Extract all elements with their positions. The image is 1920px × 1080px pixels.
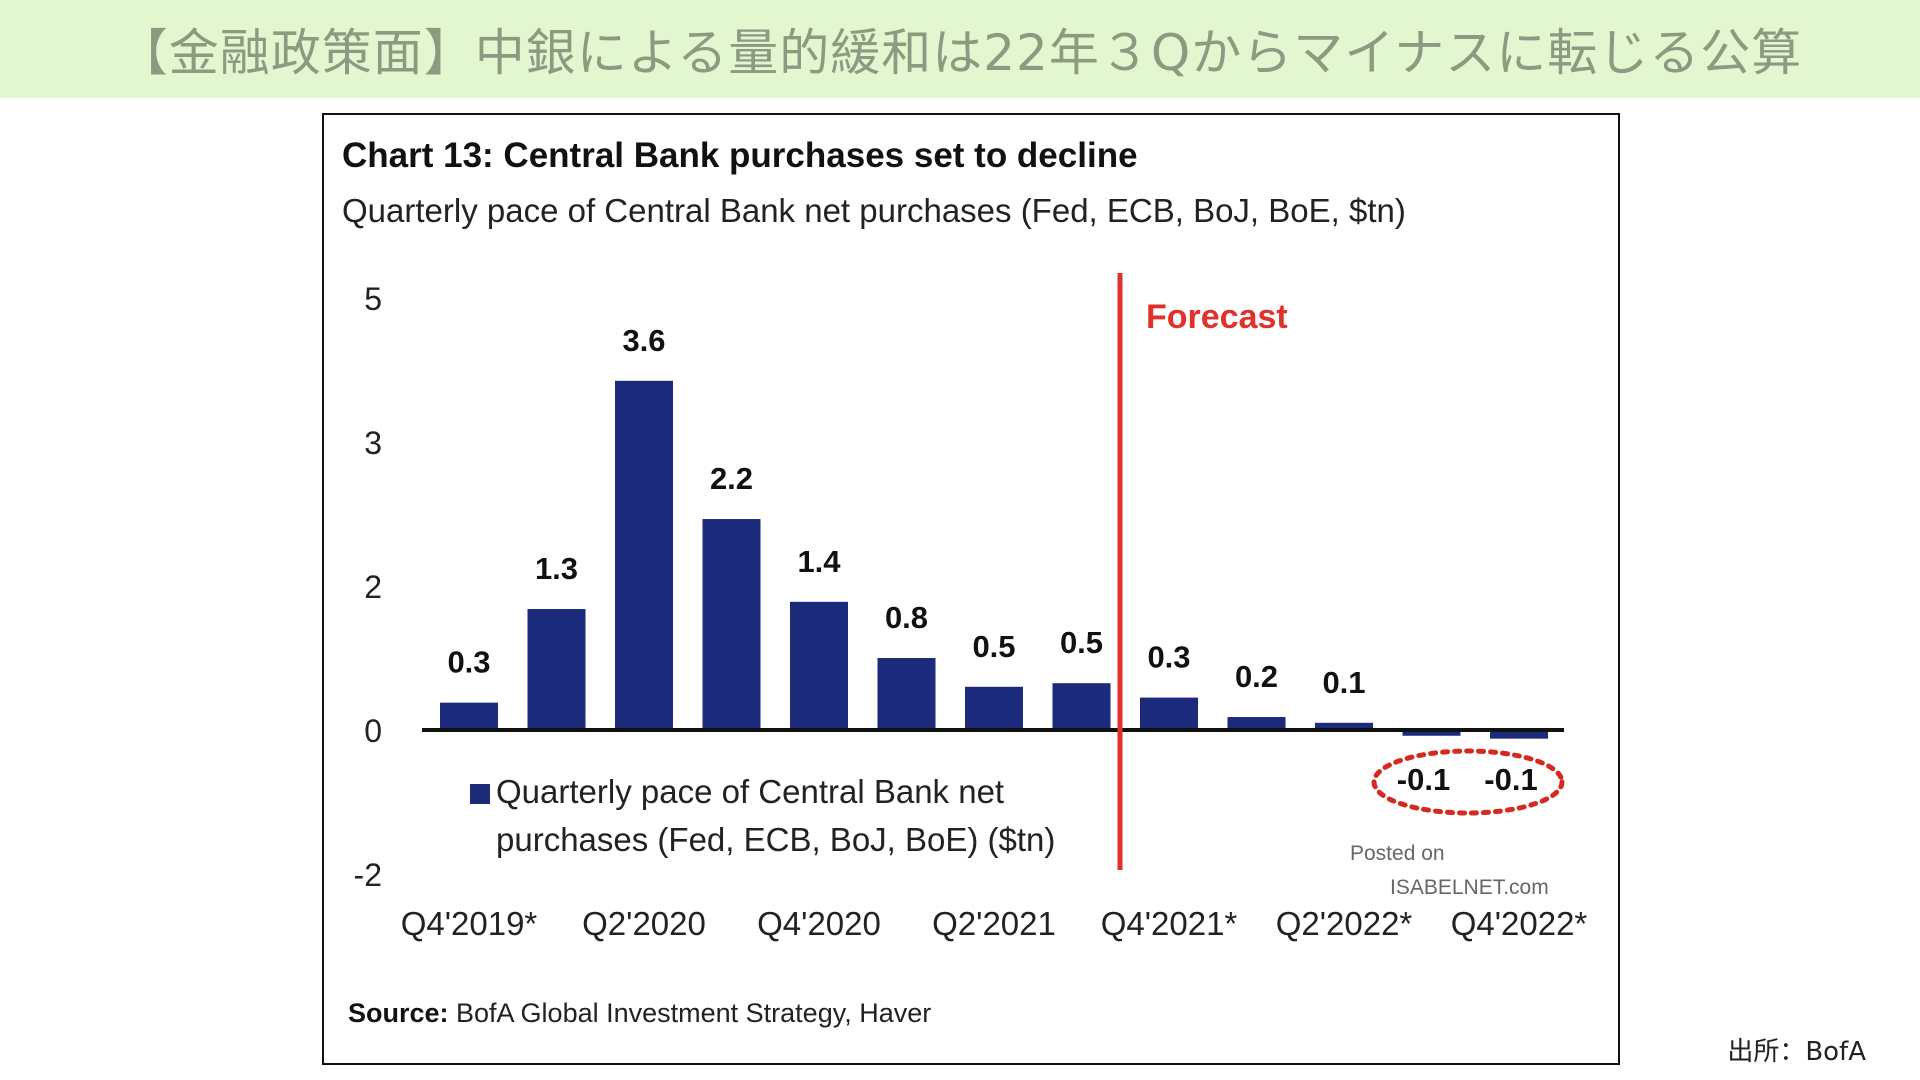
- highlight-ellipse: [1371, 748, 1565, 816]
- source-label: Source:: [348, 998, 449, 1028]
- bar: [877, 658, 936, 730]
- x-tick-label: Q2'2022*: [1276, 905, 1413, 942]
- chart-subtitle: Quarterly pace of Central Bank net purch…: [342, 192, 1406, 229]
- bar: [790, 601, 848, 730]
- y-tick-label: 5: [364, 281, 382, 317]
- legend-label: purchases (Fed, ECB, BoJ, BoE) ($tn): [496, 821, 1055, 858]
- bar: [702, 519, 761, 730]
- data-label: 0.5: [972, 629, 1015, 664]
- watermark-text: ISABELNET.com: [1390, 876, 1549, 899]
- bar: [1052, 683, 1111, 730]
- chart-title: Chart 13: Central Bank purchases set to …: [342, 136, 1138, 175]
- x-tick-label: Q4'2020: [757, 905, 881, 942]
- bar: [527, 609, 586, 730]
- credit-note: 出所：BofA: [1727, 1037, 1866, 1067]
- y-tick-label: 2: [364, 569, 382, 605]
- data-label: 0.2: [1235, 659, 1278, 694]
- forecast-label: Forecast: [1146, 298, 1288, 336]
- bar: [1227, 717, 1286, 730]
- legend-label: Quarterly pace of Central Bank net: [496, 773, 1004, 810]
- data-label: 0.8: [885, 600, 928, 635]
- x-tick-label: Q2'2021: [932, 905, 1056, 942]
- x-tick-label: Q2'2020: [582, 905, 706, 942]
- bar: [615, 380, 673, 730]
- data-label: 0.3: [1147, 640, 1190, 675]
- x-tick-label: Q4'2019*: [401, 905, 538, 942]
- bar: [1315, 722, 1373, 730]
- data-label: 2.2: [710, 461, 753, 496]
- data-label: -0.1: [1484, 762, 1537, 797]
- bar: [440, 702, 498, 730]
- y-tick-label: 0: [364, 713, 382, 749]
- data-label: 1.4: [797, 544, 841, 579]
- x-tick-label: Q4'2022*: [1451, 905, 1588, 942]
- bar: [1490, 730, 1548, 739]
- bar-chart: Chart 13: Central Bank purchases set to …: [342, 136, 1588, 1028]
- legend-swatch: [470, 784, 490, 804]
- bar: [1140, 697, 1198, 730]
- data-label: 0.3: [447, 645, 490, 680]
- chart-frame: Chart 13: Central Bank purchases set to …: [322, 113, 1620, 1065]
- bar: [1402, 730, 1461, 736]
- x-tick-label: Q4'2021*: [1101, 905, 1238, 942]
- data-label: 1.3: [535, 551, 578, 586]
- y-tick-label: -2: [354, 857, 382, 893]
- data-label: 3.6: [622, 323, 665, 358]
- bar: [965, 686, 1023, 730]
- data-label: 0.1: [1322, 665, 1365, 700]
- data-label: -0.1: [1397, 762, 1450, 797]
- header-banner: 【金融政策面】中銀による量的緩和は22年３Qからマイナスに転じる公算: [0, 0, 1920, 98]
- y-tick-label: 3: [364, 425, 382, 461]
- source-text: BofA Global Investment Strategy, Haver: [456, 998, 931, 1028]
- data-label: 0.5: [1060, 625, 1103, 660]
- watermark-text: Posted on: [1350, 842, 1445, 865]
- banner-title: 【金融政策面】中銀による量的緩和は22年３Qからマイナスに転じる公算: [117, 24, 1803, 82]
